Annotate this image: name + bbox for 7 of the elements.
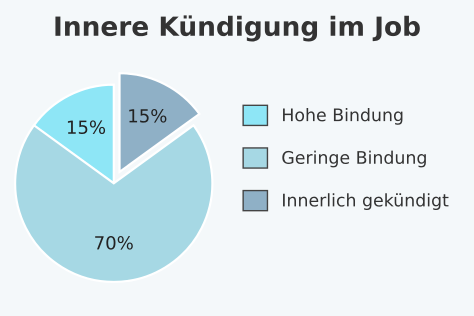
legend-label: Innerlich gekündigt	[283, 193, 448, 210]
chart-title: Innere Kündigung im Job	[55, 15, 420, 42]
data-label: 70%	[95, 236, 133, 250]
data-label: 15%	[68, 120, 106, 134]
legend-label: Geringe Bindung	[282, 150, 426, 168]
legend-label: Hohe Bindung	[283, 108, 402, 125]
data-label: 15%	[129, 108, 166, 123]
